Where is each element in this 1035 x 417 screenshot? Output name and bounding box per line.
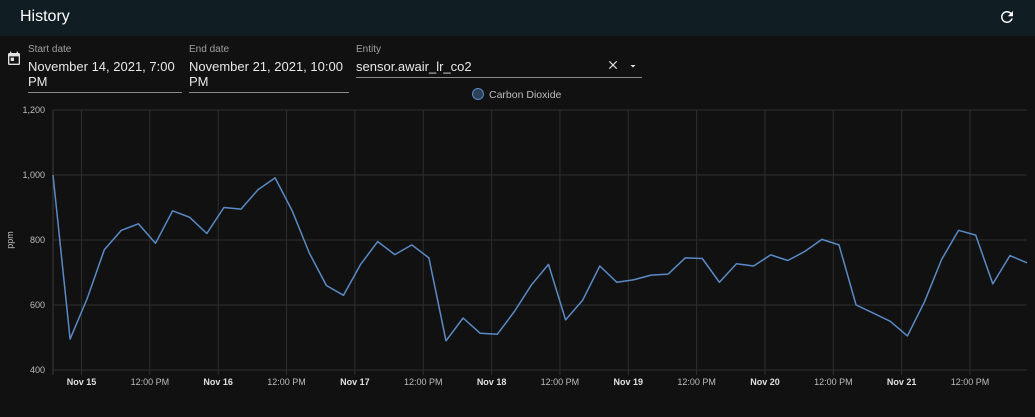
field-label: Entity — [356, 44, 382, 55]
x-tick-label: Nov 20 — [750, 377, 780, 387]
entity-field[interactable]: Entity sensor.awair_lr_co2 — [356, 44, 642, 78]
x-tick-label: 12:00 PM — [404, 377, 443, 387]
chart: ppm 400 600 800 1,000 1,200 Nov 15 12:00 PM Nov… — [5, 88, 1028, 387]
field-value: sensor.awair_lr_co2 — [356, 59, 642, 78]
x-tick-label: 12:00 PM — [814, 377, 853, 387]
x-tick-label: Nov 21 — [887, 377, 917, 387]
y-tick-label: 800 — [30, 235, 45, 245]
field-label: Start date — [28, 44, 72, 55]
clear-button[interactable] — [606, 58, 620, 72]
x-tick-label: 12:00 PM — [131, 377, 170, 387]
x-tick-label: Nov 18 — [477, 377, 507, 387]
end-date-field[interactable]: End date November 21, 2021, 10:00 PM — [189, 44, 349, 93]
x-tick-label: 12:00 PM — [267, 377, 306, 387]
y-tick-label: 600 — [30, 300, 45, 310]
y-tick-label: 1,000 — [22, 170, 45, 180]
calendar-icon — [8, 51, 20, 65]
field-value: November 14, 2021, 7:00 PM — [28, 59, 182, 93]
field-label: End date — [189, 44, 230, 55]
legend-label: Carbon Dioxide — [489, 89, 562, 101]
x-tick-label: Nov 15 — [67, 377, 97, 387]
data-line — [52, 174, 1028, 342]
refresh-button[interactable] — [998, 8, 1016, 26]
y-tick-label: 1,200 — [22, 105, 45, 115]
y-tick-label: 400 — [30, 365, 45, 375]
x-tick-label: Nov 17 — [340, 377, 370, 387]
start-date-field[interactable]: Start date November 14, 2021, 7:00 PM — [28, 44, 182, 93]
y-axis-label: ppm — [5, 231, 15, 249]
x-tick-label: 12:00 PM — [677, 377, 716, 387]
x-tick-label: 12:00 PM — [951, 377, 990, 387]
x-tick-label: 12:00 PM — [541, 377, 580, 387]
top-bar: History — [0, 0, 1035, 36]
page-title: History — [20, 8, 70, 25]
field-value: November 21, 2021, 10:00 PM — [189, 59, 349, 93]
x-tick-label: Nov 16 — [203, 377, 233, 387]
legend-swatch — [472, 88, 484, 100]
dropdown-arrow[interactable] — [627, 60, 639, 72]
x-tick-label: Nov 19 — [614, 377, 644, 387]
